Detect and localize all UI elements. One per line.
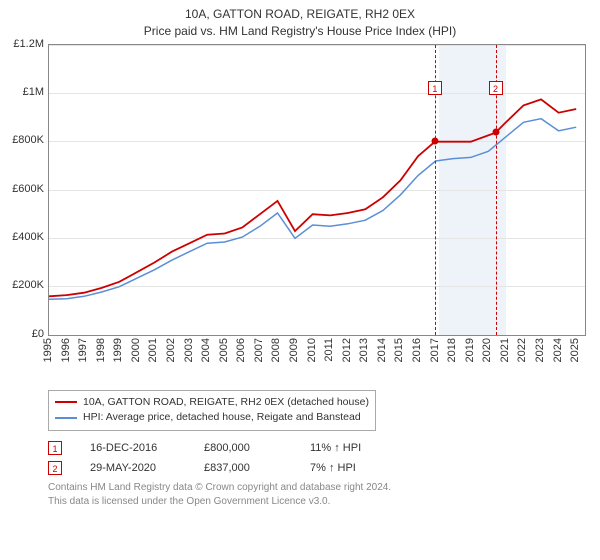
footer-line-2: This data is licensed under the Open Gov…: [48, 495, 590, 509]
x-axis-label: 2009: [288, 338, 300, 362]
x-axis-label: 2025: [569, 338, 581, 362]
x-axis-label: 1997: [77, 338, 89, 362]
y-axis-label: £1.2M: [13, 38, 48, 50]
x-axis-label: 2023: [534, 338, 546, 362]
x-axis-label: 1996: [60, 338, 72, 362]
x-axis-label: 2018: [446, 338, 458, 362]
x-axis-labels: 1995199619971998199920002001200220032004…: [48, 336, 586, 384]
x-axis-label: 2004: [200, 338, 212, 362]
sale-dot-2: [492, 129, 499, 136]
legend-label-1: 10A, GATTON ROAD, REIGATE, RH2 0EX (deta…: [83, 395, 369, 411]
marker-label-2: 2: [489, 81, 503, 95]
x-axis-label: 2022: [516, 338, 528, 362]
chart-subtitle: Price paid vs. HM Land Registry's House …: [10, 23, 590, 40]
x-axis-label: 1995: [42, 338, 54, 362]
line-series-svg: [49, 45, 585, 335]
legend-swatch-2: [55, 417, 77, 419]
sale-date-2: 29-MAY-2020: [90, 462, 176, 474]
y-axis-label: £400K: [12, 231, 48, 243]
x-axis-label: 2011: [323, 338, 335, 362]
sale-marker-1: 1: [48, 441, 62, 455]
sale-dot-1: [431, 138, 438, 145]
sale-price-1: £800,000: [204, 442, 282, 454]
legend-swatch-1: [55, 401, 77, 403]
x-axis-label: 2016: [411, 338, 423, 362]
legend-label-2: HPI: Average price, detached house, Reig…: [83, 410, 361, 426]
sale-pct-2: 7% ↑ HPI: [310, 462, 356, 474]
x-axis-label: 1998: [95, 338, 107, 362]
chart-area: 12 1995199619971998199920002001200220032…: [48, 44, 586, 384]
sale-date-1: 16-DEC-2016: [90, 442, 176, 454]
sale-pct-1: 11% ↑ HPI: [310, 442, 361, 454]
plot-region: 12: [48, 44, 586, 336]
x-axis-label: 2013: [358, 338, 370, 362]
footer-line-1: Contains HM Land Registry data © Crown c…: [48, 481, 590, 495]
marker-label-1: 1: [428, 81, 442, 95]
sales-table: 1 16-DEC-2016 £800,000 11% ↑ HPI 2 29-MA…: [48, 441, 590, 475]
x-axis-label: 2001: [147, 338, 159, 362]
x-axis-label: 2024: [552, 338, 564, 362]
sale-row-2: 2 29-MAY-2020 £837,000 7% ↑ HPI: [48, 461, 590, 475]
x-axis-label: 2020: [481, 338, 493, 362]
x-axis-label: 2002: [165, 338, 177, 362]
y-axis-label: £1M: [23, 86, 48, 98]
series-hpi: [49, 118, 576, 299]
chart-title: 10A, GATTON ROAD, REIGATE, RH2 0EX: [10, 6, 590, 23]
x-axis-label: 2010: [306, 338, 318, 362]
x-axis-label: 2007: [253, 338, 265, 362]
x-axis-label: 2015: [393, 338, 405, 362]
x-axis-label: 2021: [499, 338, 511, 362]
x-axis-label: 2014: [376, 338, 388, 362]
sale-price-2: £837,000: [204, 462, 282, 474]
legend-item-price-paid: 10A, GATTON ROAD, REIGATE, RH2 0EX (deta…: [55, 395, 369, 411]
x-axis-label: 2008: [270, 338, 282, 362]
footer-attribution: Contains HM Land Registry data © Crown c…: [48, 481, 590, 508]
y-axis-label: £800K: [12, 134, 48, 146]
legend-box: 10A, GATTON ROAD, REIGATE, RH2 0EX (deta…: [48, 390, 376, 432]
sale-marker-2: 2: [48, 461, 62, 475]
x-axis-label: 2003: [183, 338, 195, 362]
y-axis-label: £200K: [12, 279, 48, 291]
x-axis-label: 2017: [429, 338, 441, 362]
sale-row-1: 1 16-DEC-2016 £800,000 11% ↑ HPI: [48, 441, 590, 455]
y-axis-label: £0: [32, 328, 48, 340]
x-axis-label: 2012: [341, 338, 353, 362]
x-axis-label: 2000: [130, 338, 142, 362]
x-axis-label: 2006: [235, 338, 247, 362]
x-axis-label: 2005: [218, 338, 230, 362]
legend-item-hpi: HPI: Average price, detached house, Reig…: [55, 410, 369, 426]
x-axis-label: 1999: [112, 338, 124, 362]
x-axis-label: 2019: [464, 338, 476, 362]
y-axis-label: £600K: [12, 183, 48, 195]
